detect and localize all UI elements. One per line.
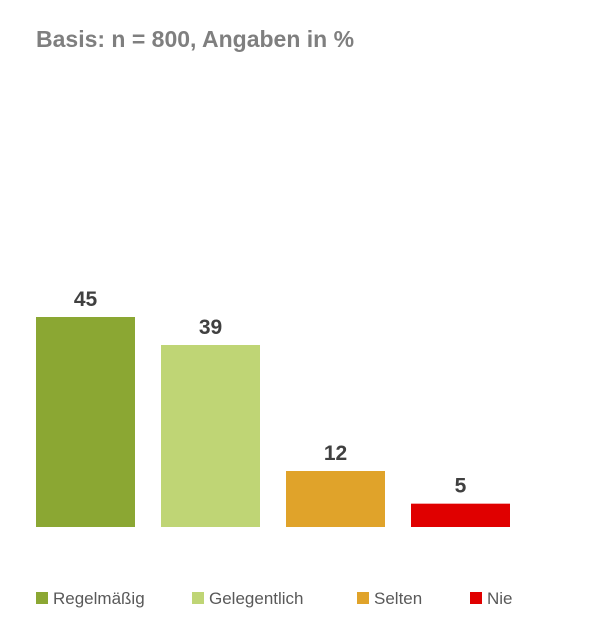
bar-regelm-ig [36,317,135,527]
legend-swatch-selten [357,592,369,604]
legend-item-selten: Selten [357,589,422,608]
bar-nie [411,503,510,527]
legend-item-nie: Nie [470,589,513,608]
legend-label-nie: Nie [487,589,513,608]
legend-swatch-nie [470,592,482,604]
legend: Regelmäßig Gelegentlich Selten Nie [36,589,513,608]
data-labels-group: 45 39 12 5 [74,288,467,498]
legend-label-gelegentlich: Gelegentlich [209,589,304,608]
bar-selten [286,471,385,527]
legend-label-regelm-ig: Regelmäßig [53,589,145,608]
data-label-gelegentlich: 39 [199,316,222,339]
data-label-nie: 5 [455,475,467,498]
chart-subtitle: Basis: n = 800, Angaben in % [36,26,355,52]
data-label-regelm-ig: 45 [74,288,98,311]
legend-item-regelm-ig: Regelmäßig [36,589,145,608]
bars-group [36,317,510,527]
bar-gelegentlich [161,345,260,527]
legend-swatch-regelm-ig [36,592,48,604]
legend-label-selten: Selten [374,589,422,608]
legend-item-gelegentlich: Gelegentlich [192,589,304,608]
legend-swatch-gelegentlich [192,592,204,604]
data-label-selten: 12 [324,442,347,465]
